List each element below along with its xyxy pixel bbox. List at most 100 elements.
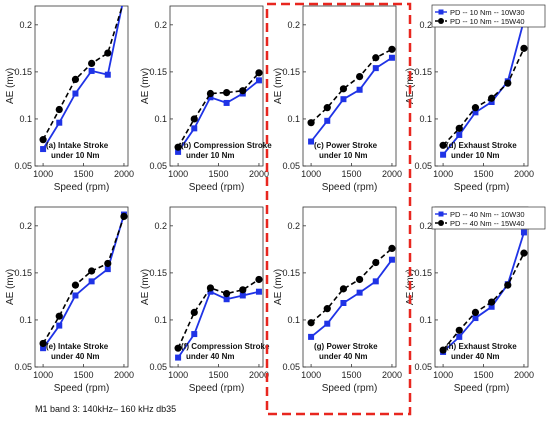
series-line bbox=[42, 6, 123, 150]
x-axis-label: Speed (rpm) bbox=[322, 182, 378, 193]
series-line bbox=[442, 19, 525, 156]
highlight-box bbox=[265, 2, 412, 416]
data-point-square bbox=[207, 288, 214, 295]
data-point-square bbox=[456, 131, 463, 138]
data-point-square bbox=[239, 292, 246, 299]
data-point-circle bbox=[356, 275, 364, 284]
data-point-circle bbox=[488, 298, 496, 306]
data-point-square bbox=[324, 320, 331, 327]
data-point-square bbox=[104, 71, 111, 78]
y-tick-label: 0.1 bbox=[154, 114, 167, 124]
data-point-square bbox=[388, 256, 395, 263]
y-tick-label: 0.2 bbox=[419, 221, 432, 231]
y-axis-label: AE (mv) bbox=[140, 68, 151, 104]
data-point-square bbox=[308, 333, 315, 340]
axes-box bbox=[34, 5, 129, 167]
series-line bbox=[310, 57, 393, 143]
x-tick-label: 1500 bbox=[74, 370, 94, 380]
y-tick-label: 0.15 bbox=[149, 67, 167, 77]
axes-box bbox=[169, 206, 264, 368]
series-line bbox=[310, 48, 393, 124]
y-tick-label: 0.2 bbox=[19, 20, 32, 30]
data-point-circle bbox=[439, 141, 447, 149]
y-tick-label: 0.1 bbox=[287, 114, 300, 124]
series-line bbox=[442, 48, 525, 146]
y-tick-label: 0.2 bbox=[287, 221, 300, 231]
y-tick-label: 0.05 bbox=[282, 161, 300, 171]
x-axis-label: Speed (rpm) bbox=[189, 182, 245, 193]
panel-annotation: (h) Exhaust Stroke bbox=[446, 342, 517, 351]
data-point-circle bbox=[104, 259, 112, 268]
panel-c: 0.05 0.1 0.15 0.2 1000 1500 2000 Speed (rpm) AE … bbox=[273, 5, 402, 193]
data-point-square bbox=[175, 354, 182, 361]
data-point-square bbox=[88, 278, 95, 285]
legend-box bbox=[431, 4, 546, 28]
y-tick-label: 0.05 bbox=[414, 161, 432, 171]
legend-marker-square bbox=[438, 9, 444, 15]
axes-box bbox=[169, 5, 264, 167]
data-point-circle bbox=[206, 284, 215, 292]
data-point-square bbox=[56, 119, 63, 126]
panel-e: 0.05 0.1 0.15 0.2 1000 1500 2000 Speed (rpm) AE … bbox=[5, 206, 134, 394]
x-tick-label: 1000 bbox=[433, 169, 453, 179]
panel-annotation: under 40 Nm bbox=[51, 352, 99, 361]
data-point-square bbox=[488, 303, 495, 310]
data-point-circle bbox=[372, 54, 380, 62]
data-point-circle bbox=[120, 0, 127, 4]
plot-area bbox=[439, 229, 528, 355]
panel-annotation: (d) Exhaust Stroke bbox=[446, 141, 517, 150]
series-line bbox=[42, 214, 125, 349]
legend-marker-square bbox=[438, 211, 444, 217]
axes-box bbox=[302, 5, 397, 167]
data-point-circle bbox=[323, 104, 331, 112]
series-line bbox=[442, 232, 525, 353]
panel-annotation: (f) Compression Stroke bbox=[181, 342, 270, 351]
data-point-circle bbox=[504, 281, 512, 289]
data-point-circle bbox=[372, 258, 380, 267]
data-point-square bbox=[40, 345, 47, 352]
y-tick-label: 0.05 bbox=[282, 362, 300, 372]
x-tick-label: 2000 bbox=[249, 169, 269, 179]
data-point-circle bbox=[488, 94, 496, 102]
data-point-square bbox=[56, 322, 63, 329]
x-tick-label: 1000 bbox=[33, 169, 53, 179]
data-point-circle bbox=[520, 44, 528, 52]
data-point-circle bbox=[190, 308, 198, 317]
data-point-circle bbox=[239, 87, 247, 95]
x-axis-label: Speed (rpm) bbox=[454, 383, 510, 394]
panel-annotation: (b) Compression Stroke bbox=[181, 141, 272, 150]
x-tick-label: 2000 bbox=[114, 169, 134, 179]
data-point-square bbox=[324, 117, 331, 124]
y-tick-label: 0.05 bbox=[149, 161, 167, 171]
axes-box bbox=[34, 206, 129, 368]
x-axis-label: Speed (rpm) bbox=[54, 182, 110, 193]
panel-annotation: (e) Intake Stroke bbox=[46, 342, 109, 351]
x-tick-label: 2000 bbox=[514, 169, 534, 179]
data-point-circle bbox=[223, 289, 231, 298]
x-tick-label: 1000 bbox=[301, 169, 321, 179]
y-tick-label: 0.2 bbox=[19, 221, 32, 231]
data-point-circle bbox=[174, 143, 182, 151]
data-point-circle bbox=[104, 49, 112, 57]
data-point-square bbox=[88, 67, 95, 74]
data-point-circle bbox=[439, 346, 447, 354]
panel-annotation: under 40 Nm bbox=[319, 352, 367, 361]
panel-g: 0.05 0.1 0.15 0.2 1000 1500 2000 Speed (rpm) AE … bbox=[273, 206, 402, 394]
series-line bbox=[177, 72, 260, 148]
series-line bbox=[177, 278, 260, 349]
data-point-square bbox=[104, 266, 111, 273]
y-tick-label: 0.1 bbox=[19, 315, 32, 325]
series-line bbox=[310, 259, 393, 338]
y-tick-label: 0.1 bbox=[287, 315, 300, 325]
data-point-circle bbox=[174, 344, 182, 352]
data-point-square bbox=[255, 77, 262, 84]
series-line bbox=[42, 6, 124, 140]
panel-annotation: under 40 Nm bbox=[186, 352, 234, 361]
legend-box bbox=[431, 206, 546, 230]
y-tick-label: 0.2 bbox=[287, 20, 300, 30]
x-tick-label: 1000 bbox=[433, 370, 453, 380]
data-point-circle bbox=[356, 72, 364, 81]
data-point-circle bbox=[88, 59, 96, 68]
data-point-circle bbox=[206, 89, 215, 98]
